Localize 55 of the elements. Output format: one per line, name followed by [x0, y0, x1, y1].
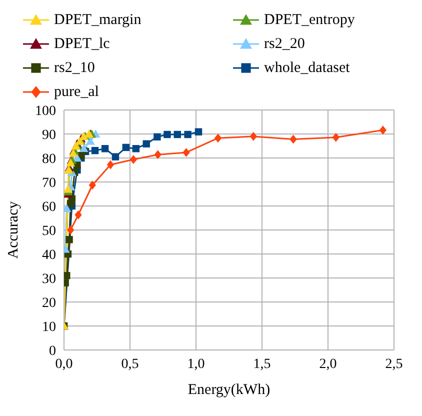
point: [290, 134, 297, 144]
point: [182, 148, 190, 157]
y-tick-label: 90: [42, 128, 56, 143]
x-tick-label: 2,0: [319, 356, 337, 372]
y-tick-label: 20: [42, 296, 56, 311]
legend-label: pure_al: [54, 84, 99, 100]
legend-label: whole_dataset: [264, 60, 350, 76]
legend-label: rs2_10: [54, 60, 95, 76]
legend-label: rs2_20: [264, 36, 305, 52]
x-tick-label: 1,5: [253, 356, 271, 372]
point: [164, 130, 171, 138]
y-tick-label: 80: [42, 152, 56, 167]
legend-label: DPET_lc: [54, 36, 110, 52]
point: [88, 180, 96, 190]
point: [74, 210, 82, 220]
x-tick-label: 1,0: [187, 356, 205, 372]
point: [68, 148, 78, 157]
point: [91, 146, 99, 154]
point: [106, 160, 114, 170]
point: [154, 150, 162, 160]
point: [132, 145, 140, 152]
y-tick-label: 50: [42, 224, 56, 239]
point: [154, 133, 161, 140]
point: [379, 126, 387, 135]
point: [112, 153, 120, 160]
point: [66, 236, 73, 244]
point: [66, 158, 76, 166]
point: [79, 144, 88, 152]
point: [122, 144, 130, 152]
y-tick-label: 60: [42, 200, 56, 215]
y-tick-label: 70: [42, 176, 56, 191]
point: [332, 132, 340, 142]
point: [174, 130, 181, 138]
point: [64, 272, 70, 280]
x-tick-label: 0,5: [121, 356, 139, 372]
y-tick-label: 40: [42, 248, 56, 263]
point: [130, 154, 138, 164]
point: [86, 136, 95, 145]
point: [184, 130, 192, 138]
point: [67, 226, 74, 234]
point: [250, 132, 258, 141]
point: [214, 134, 222, 143]
x-axis-title: Energy(kWh): [188, 382, 270, 398]
y-tick-label: 30: [42, 272, 56, 287]
point: [64, 184, 72, 193]
legend-label: DPET_entropy: [264, 12, 355, 28]
point: [142, 140, 150, 148]
y-tick-label: 100: [35, 104, 56, 119]
x-tick-label: 2,5: [385, 356, 403, 372]
y-tick-label: 0: [49, 344, 56, 359]
x-tick-label: 0,0: [55, 356, 73, 372]
point: [194, 128, 202, 136]
y-tick-label: 10: [42, 320, 56, 335]
legend-label: DPET_margin: [54, 12, 142, 28]
point: [101, 145, 109, 152]
